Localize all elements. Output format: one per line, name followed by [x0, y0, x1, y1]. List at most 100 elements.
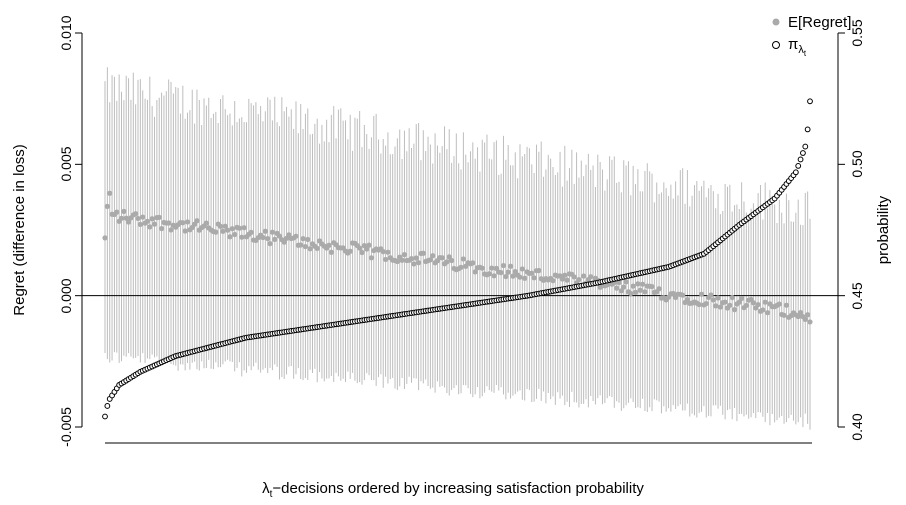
regret-point: [715, 295, 721, 301]
regret-point: [239, 234, 245, 240]
regret-point: [562, 272, 568, 278]
regret-point: [260, 234, 266, 241]
regret-point: [717, 304, 724, 310]
regret-point: [385, 249, 391, 255]
regret-point: [232, 231, 238, 238]
regret-point: [628, 290, 634, 297]
regret-point: [486, 271, 492, 277]
regret-point: [102, 235, 108, 241]
legend-pi-sub: λ: [798, 44, 804, 56]
regret-point: [236, 225, 242, 231]
left-tick-label: -0.005: [58, 407, 74, 447]
regret-point: [764, 310, 771, 316]
regret-point: [581, 273, 587, 279]
probability-point: [797, 156, 804, 163]
regret-point: [166, 220, 172, 226]
regret-point: [399, 257, 405, 263]
regret-point: [114, 209, 120, 215]
regret-point: [470, 260, 476, 266]
regret-point: [743, 302, 749, 309]
regret-point: [220, 228, 226, 234]
regret-point: [616, 279, 622, 286]
regret-point: [140, 214, 146, 220]
regret-point: [722, 299, 728, 305]
regret-point: [368, 255, 375, 261]
regret-point: [314, 245, 320, 251]
regret-point: [637, 287, 643, 293]
regret-point: [750, 300, 757, 306]
probability-point: [102, 413, 108, 420]
regret-point: [413, 255, 419, 261]
regret-point: [559, 276, 566, 282]
regret-point: [420, 250, 426, 256]
regret-point: [144, 218, 151, 224]
probability-point: [104, 403, 111, 409]
regret-point: [531, 275, 537, 281]
regret-point: [137, 221, 143, 227]
regret-point: [182, 228, 188, 234]
regret-point: [394, 258, 400, 265]
regret-point: [364, 246, 370, 252]
regret-point: [168, 227, 174, 233]
regret-point: [795, 313, 801, 320]
regret-point: [293, 233, 299, 239]
regret-point: [696, 301, 702, 308]
regret-point: [500, 262, 507, 269]
regret-point: [783, 302, 790, 308]
probability-point: [795, 162, 802, 169]
regret-point: [302, 243, 309, 250]
left-tick-label: 0.000: [58, 278, 74, 313]
left-tick-label: 0.005: [58, 146, 74, 181]
regret-point: [571, 274, 577, 280]
right-tick-labels: 0.40 0.45 0.50 0.55: [849, 19, 865, 440]
regret-point: [536, 267, 542, 274]
regret-point: [401, 252, 408, 258]
x-axis-title-sub: t: [270, 489, 273, 500]
right-tick-label: 0.50: [849, 150, 865, 177]
regret-point: [731, 307, 738, 313]
y-axis-title: Regret (difference in loss): [11, 144, 28, 315]
right-tick-label: 0.40: [849, 413, 865, 440]
regret-point: [269, 229, 276, 235]
regret-point: [736, 299, 742, 305]
regret-point: [408, 256, 415, 262]
regret-point: [158, 225, 165, 232]
y2-axis-title: probability: [875, 195, 892, 264]
regret-point: [357, 245, 363, 251]
regret-point: [576, 276, 582, 283]
probability-point: [802, 143, 809, 150]
regret-point: [439, 255, 445, 261]
regret-point: [760, 307, 766, 313]
regret-point: [727, 302, 733, 308]
regret-point: [156, 214, 162, 220]
regret-point: [517, 274, 523, 280]
regret-point: [411, 261, 417, 267]
regret-point: [698, 291, 705, 297]
regret-point: [489, 265, 495, 271]
right-tick-label: 0.55: [849, 19, 865, 46]
regret-point: [444, 259, 450, 265]
regret-point: [460, 256, 466, 262]
x-axis-title: λt−decisions ordered by increasing satis…: [262, 480, 644, 500]
regret-point: [347, 248, 353, 254]
regret-point: [305, 236, 311, 243]
probability-point: [800, 150, 806, 156]
regret-point: [449, 257, 455, 264]
regret-point: [710, 297, 716, 303]
x-axis-title-rest: −decisions ordered by increasing satisfa…: [272, 480, 644, 497]
regret-point: [479, 265, 485, 271]
regret-point: [382, 256, 389, 263]
legend-marker-regret: [772, 18, 780, 26]
regret-point: [680, 292, 686, 298]
regret-point: [415, 260, 422, 266]
legend-marker-probability: [772, 41, 780, 49]
regret-point: [739, 295, 745, 302]
regret-point: [642, 289, 648, 295]
left-tick-label: 0.010: [58, 15, 74, 50]
regret-point: [503, 273, 509, 280]
regret-point: [807, 319, 813, 325]
legend-pi: π: [788, 36, 798, 53]
regret-point: [149, 216, 155, 222]
regret-point: [213, 229, 219, 235]
regret-point: [703, 300, 709, 307]
